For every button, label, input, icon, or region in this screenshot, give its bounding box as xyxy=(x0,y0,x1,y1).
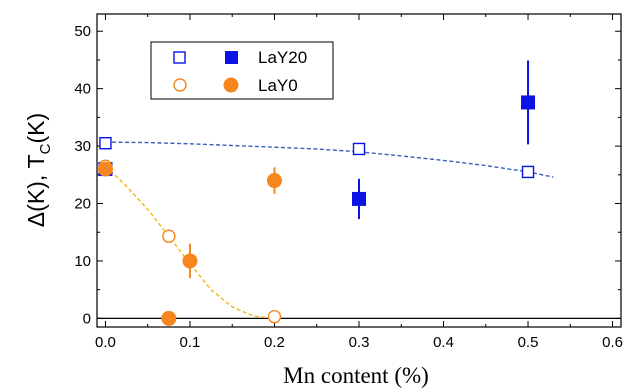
x-tick-label: 0.0 xyxy=(95,334,116,351)
x-tick-label: 0.1 xyxy=(180,334,201,351)
y-tick-label: 20 xyxy=(74,196,91,213)
fit-curve-1 xyxy=(105,165,275,320)
point-lay20-open xyxy=(521,165,535,179)
x-tick-label: 0.2 xyxy=(264,334,285,351)
legend-label-lay20: LaY20 xyxy=(258,48,307,67)
y-tick-label: 50 xyxy=(74,23,91,40)
point-lay20-filled xyxy=(352,191,366,206)
legend-marker-lay0-filled xyxy=(223,77,239,93)
point-lay0-filled xyxy=(182,253,198,269)
point-lay0-filled xyxy=(266,173,282,189)
y-axis-label-subscript: C xyxy=(37,143,54,154)
fit-curves xyxy=(105,141,554,320)
legend-marker-lay20-open xyxy=(173,51,186,64)
legend-marker-lay0-open xyxy=(173,78,187,92)
y-tick-label: 40 xyxy=(74,81,91,98)
legend: LaY20 LaY0 xyxy=(150,41,334,100)
point-lay0-filled xyxy=(97,161,113,177)
y-axis-label-main: Δ(K), T xyxy=(23,154,49,227)
point-lay20-open xyxy=(99,137,112,150)
axis-ticks: 0.0 0.1 0.2 0.3 0.4 0.5 0.6 0 10 20 30 40 50 xyxy=(74,14,623,351)
legend-marker-lay20-filled xyxy=(225,51,238,64)
point-lay0-filled xyxy=(161,310,177,326)
x-tick-label: 0.3 xyxy=(349,334,370,351)
y-axis-label: Δ(K), TC(K) xyxy=(23,113,54,227)
x-axis-label: Mn content (%) xyxy=(283,363,429,388)
y-tick-label: 30 xyxy=(74,138,91,155)
point-lay0-open xyxy=(162,229,176,243)
y-tick-label: 10 xyxy=(74,253,91,270)
data-points xyxy=(97,95,536,326)
x-tick-label: 0.5 xyxy=(518,334,539,351)
point-lay20-open xyxy=(352,142,366,156)
x-tick-label: 0.6 xyxy=(602,334,623,351)
fit-curve-0 xyxy=(105,141,554,178)
point-lay0-open xyxy=(267,309,282,324)
y-tick-label: 0 xyxy=(83,310,91,327)
legend-label-lay0: LaY0 xyxy=(258,76,298,95)
legend-box xyxy=(150,41,334,100)
y-axis-label-suffix: (K) xyxy=(23,113,49,144)
point-lay20-filled xyxy=(521,95,536,110)
x-tick-label: 0.4 xyxy=(433,334,454,351)
